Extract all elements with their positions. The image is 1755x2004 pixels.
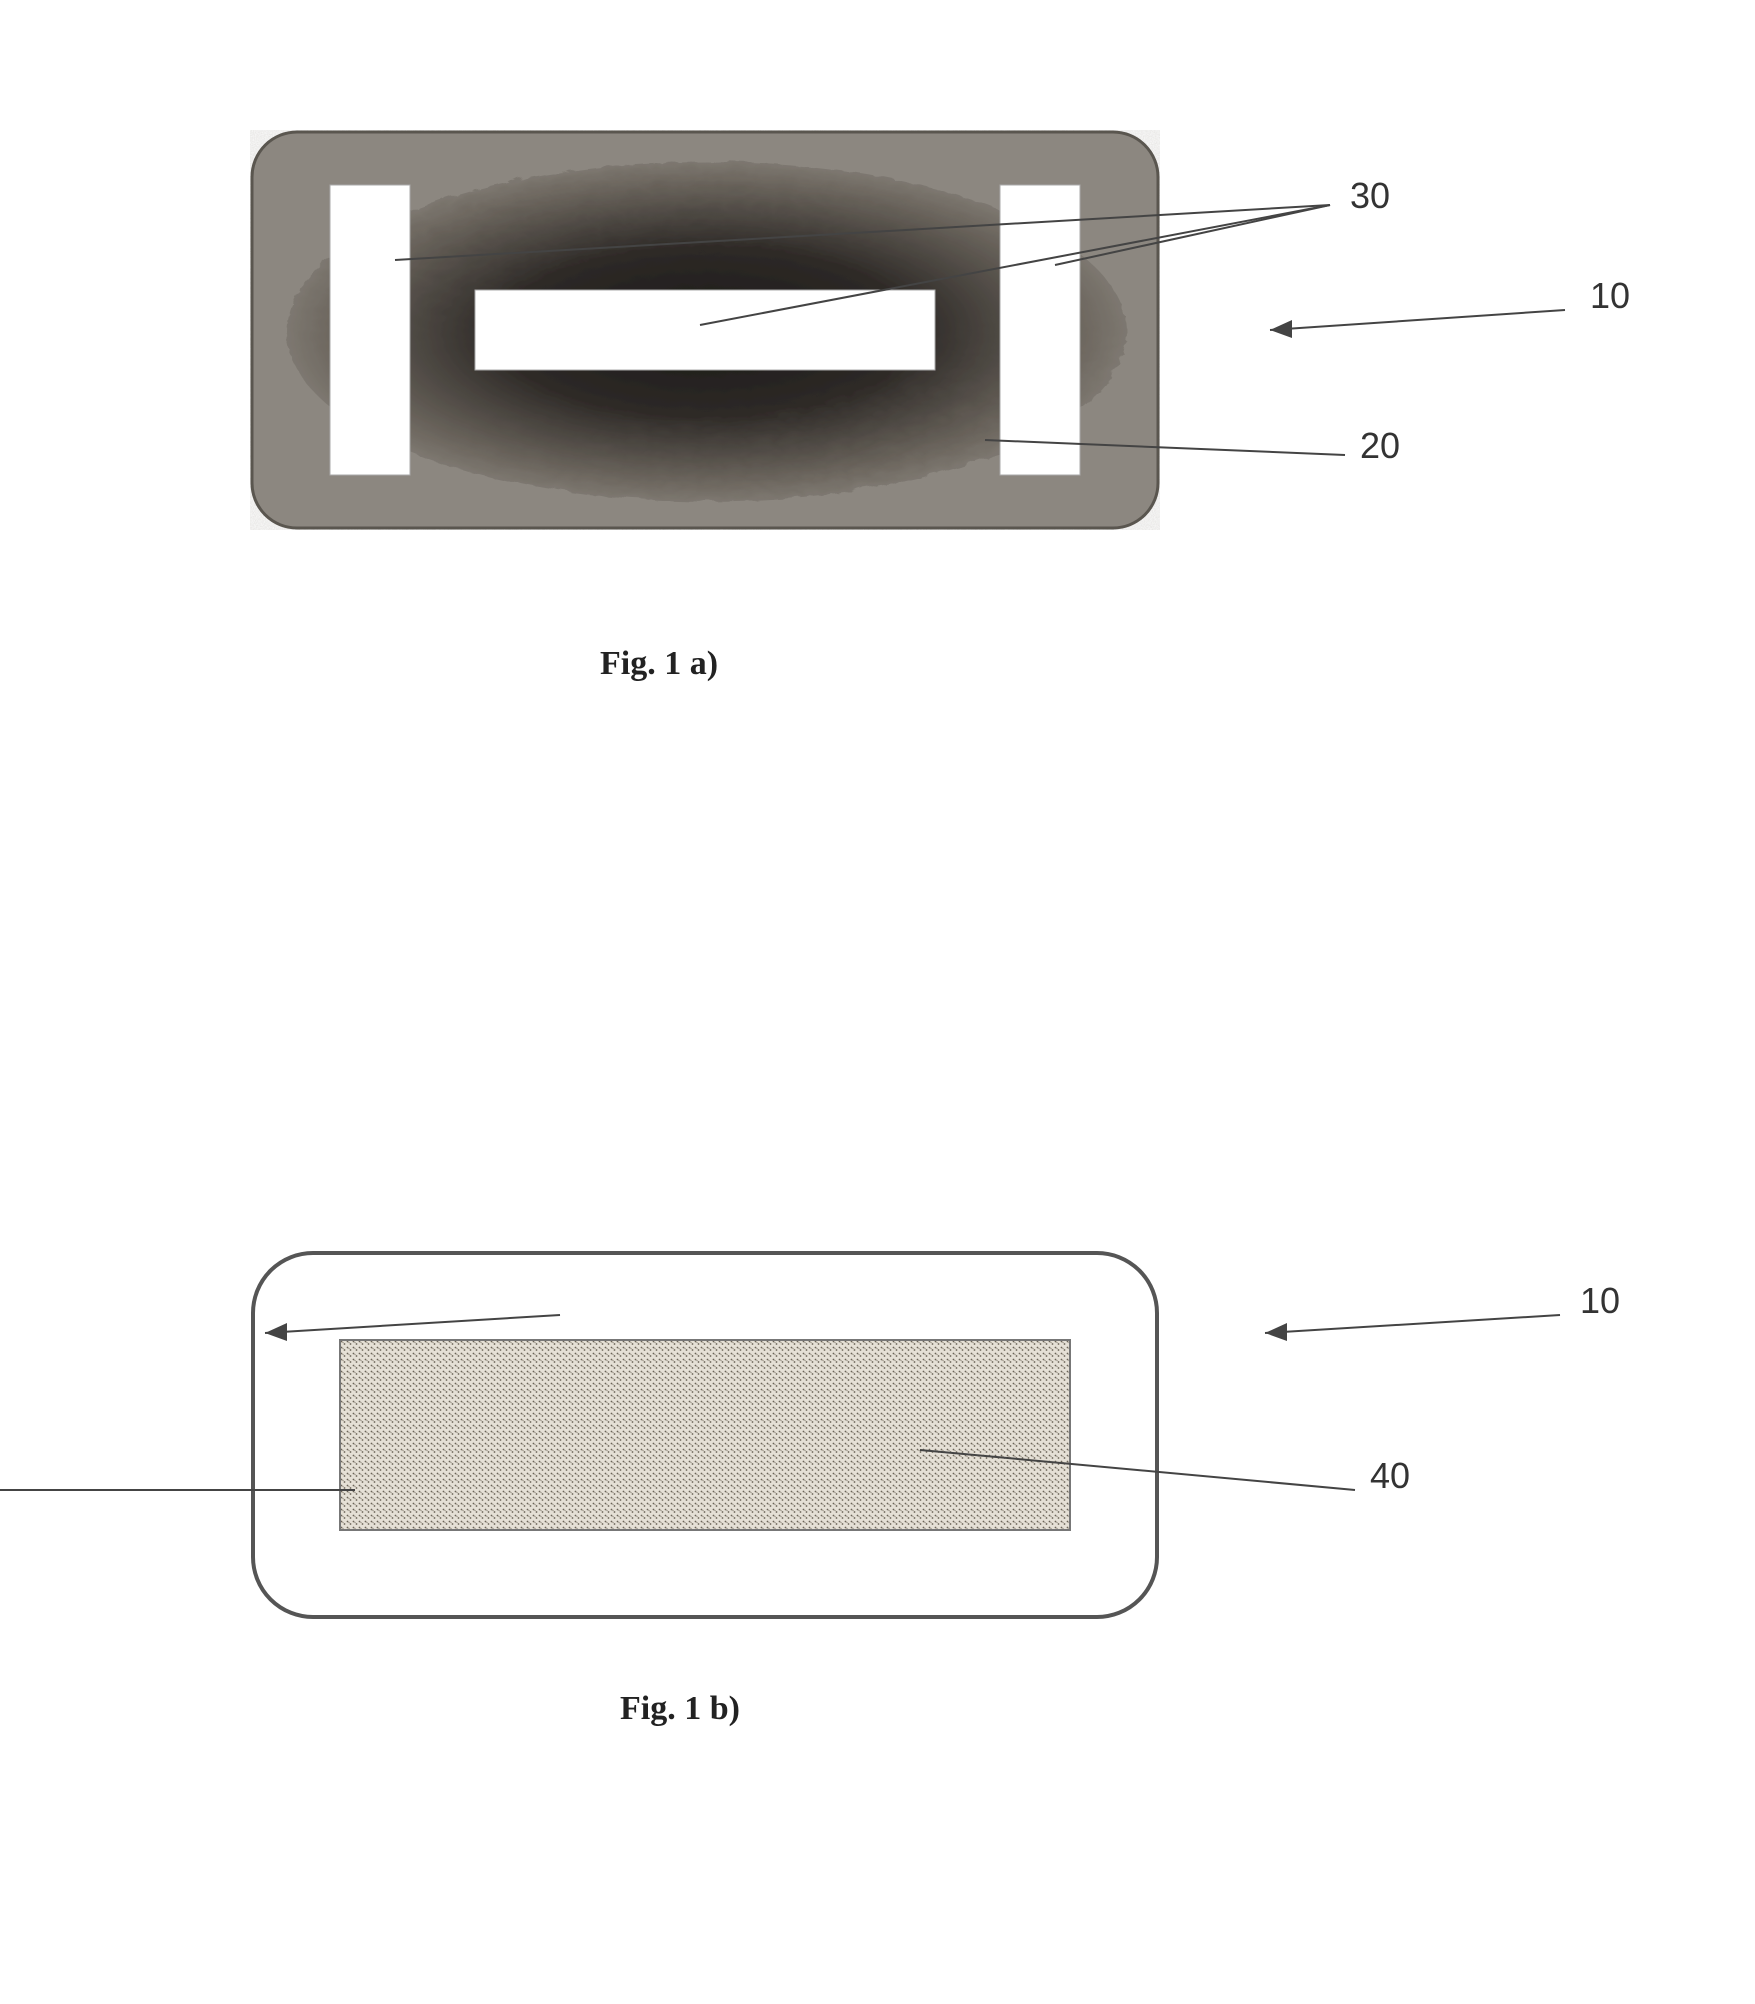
lozenge-b-svg (250, 1250, 1160, 1620)
label-40: 40 (1370, 1455, 1410, 1497)
label-20: 20 (1360, 425, 1400, 467)
oxide-right (1000, 185, 1080, 475)
lozenge-a-svg (250, 130, 1160, 530)
oxide-left (330, 185, 410, 475)
caption-1b: Fig. 1 b) (620, 1690, 740, 1728)
oxide-horiz (475, 290, 935, 370)
figure-1a (250, 130, 1160, 530)
label-30: 30 (1350, 175, 1390, 217)
caption-1a: Fig. 1 a) (600, 645, 718, 683)
arrow-10b-shaft-abs (1265, 1315, 1560, 1333)
arrow-10b-head-abs (1265, 1323, 1287, 1341)
arrow-10-head (1270, 320, 1292, 338)
label-10-b: 10 (1580, 1280, 1620, 1322)
figure-1b (250, 1250, 1160, 1620)
label-10-a: 10 (1590, 275, 1630, 317)
arrow-10-shaft (1270, 310, 1565, 330)
inner-sponge (340, 1340, 1070, 1530)
